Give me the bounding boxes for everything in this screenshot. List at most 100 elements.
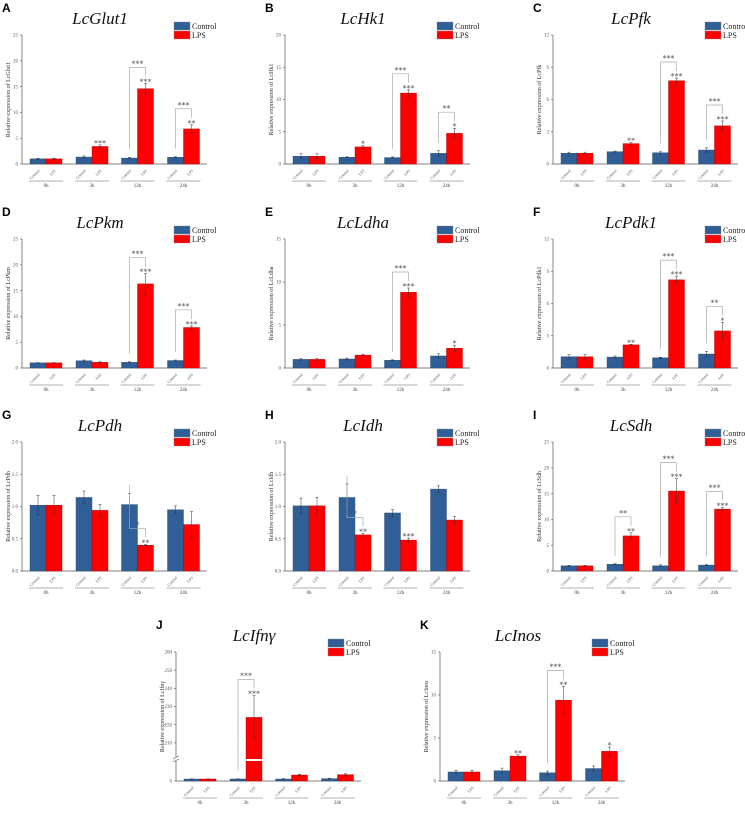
y-tick-label: 20 xyxy=(544,467,550,472)
legend-swatch-control xyxy=(704,428,722,438)
sublabel-control: Control xyxy=(75,372,88,385)
y-tick-label: 5 xyxy=(279,324,282,329)
y-tick-label: 15 xyxy=(544,492,550,497)
sublabel-lps: LPS xyxy=(403,575,411,583)
legend-label-lps: LPS xyxy=(610,648,624,657)
panel-c: CLcPfkControlLPS036912Relative expressio… xyxy=(533,1,745,189)
panel-letter: J xyxy=(156,618,163,632)
chart-title: LcGlut1 xyxy=(71,9,128,28)
sublabel-lps: LPS xyxy=(671,372,679,380)
bracket-label: *** xyxy=(709,97,721,106)
sublabel-lps: LPS xyxy=(604,785,612,793)
sublabel-lps: LPS xyxy=(202,785,210,793)
legend-swatch-control xyxy=(327,638,345,648)
bar-control xyxy=(560,153,578,165)
bar-control xyxy=(652,152,669,165)
significance-bracket xyxy=(392,73,409,149)
group-label: 12h xyxy=(397,388,405,393)
group-label: 12h xyxy=(665,591,673,596)
sublabel-control: Control xyxy=(120,372,133,385)
group-label: 0h xyxy=(575,591,581,596)
legend-swatch-lps xyxy=(436,437,454,447)
sublabel-control: Control xyxy=(29,168,42,181)
bar-lps xyxy=(137,544,154,572)
panel-letter: G xyxy=(2,408,11,422)
sublabel-control: Control xyxy=(697,168,710,181)
legend-swatch-control xyxy=(173,225,191,235)
group-label: 24h xyxy=(443,184,451,189)
legend-swatch-control xyxy=(173,428,191,438)
sublabel-control: Control xyxy=(447,785,460,798)
sublabel-control: Control xyxy=(560,575,573,588)
panel-letter: C xyxy=(533,1,542,15)
bracket-label: *** xyxy=(663,54,675,63)
bar-lps xyxy=(45,158,63,165)
sublabel-control: Control xyxy=(383,168,396,181)
legend-label-lps: LPS xyxy=(346,648,360,657)
legend-label-control: Control xyxy=(723,22,745,31)
bar-control xyxy=(698,564,715,572)
group-label: 24h xyxy=(443,591,451,596)
significance-label: ** xyxy=(142,539,150,548)
y-tick-label: 10 xyxy=(13,315,19,320)
bar-lps xyxy=(576,565,594,572)
y-tick-label: 1.5 xyxy=(12,473,19,478)
y-tick-label: 10 xyxy=(276,98,282,103)
legend-swatch-lps xyxy=(436,234,454,244)
y-tick-label: 0 xyxy=(547,570,550,575)
significance-bracket xyxy=(706,305,723,344)
y-tick-label: 12 xyxy=(544,238,550,243)
sublabel-lps: LPS xyxy=(449,575,457,583)
legend-swatch-lps xyxy=(704,437,722,447)
sublabel-control: Control xyxy=(651,575,664,588)
group-label: 12h xyxy=(397,184,405,189)
panel-letter: H xyxy=(265,408,274,422)
sublabel-lps: LPS xyxy=(340,785,348,793)
legend-label-lps: LPS xyxy=(192,438,206,447)
significance-bracket xyxy=(660,462,677,557)
y-tick-label: 0 xyxy=(170,780,173,785)
sublabel-control: Control xyxy=(320,785,333,798)
bar-control xyxy=(29,362,47,369)
sublabel-lps: LPS xyxy=(512,785,520,793)
significance-bracket xyxy=(129,257,146,354)
chart-title: LcPdh xyxy=(77,416,122,435)
bar-lps xyxy=(183,327,200,369)
y-tick-label: 0 xyxy=(547,163,550,168)
legend-swatch-lps xyxy=(436,30,454,40)
bar-control xyxy=(338,157,356,165)
group-label: 12h xyxy=(665,184,673,189)
sublabel-control: Control xyxy=(166,168,179,181)
y-tick-label: 0 xyxy=(279,163,282,168)
sublabel-lps: LPS xyxy=(311,372,319,380)
significance-bracket xyxy=(175,108,192,149)
sublabel-control: Control xyxy=(429,372,442,385)
y-tick-label: 20 xyxy=(13,60,19,65)
sublabel-lps: LPS xyxy=(579,372,587,380)
bar-control xyxy=(606,564,624,572)
significance-label: ** xyxy=(359,528,367,537)
y-tick-label: 3 xyxy=(547,334,550,339)
group-label: 0h xyxy=(307,388,313,393)
sublabel-control: Control xyxy=(538,785,551,798)
bar-lps xyxy=(622,143,640,165)
legend-swatch-control xyxy=(436,21,454,31)
sublabel-control: Control xyxy=(584,785,597,798)
bar-lps xyxy=(668,279,685,369)
y-tick-label: 10 xyxy=(431,694,437,699)
significance-bracket xyxy=(706,491,723,557)
panel-f: FLcPdk1ControlLPS036912Relative expressi… xyxy=(533,205,745,393)
significance-label: * xyxy=(453,122,457,131)
sublabel-lps: LPS xyxy=(311,575,319,583)
legend-label-control: Control xyxy=(192,22,217,31)
y-tick-label: 15 xyxy=(276,238,282,243)
bracket-label: *** xyxy=(178,101,190,110)
y-tick-label: 9 xyxy=(547,270,550,275)
chart-title: LcPdk1 xyxy=(604,213,657,232)
legend-swatch-lps xyxy=(173,437,191,447)
bar-control xyxy=(29,158,47,165)
bar-lps xyxy=(622,344,640,369)
group-label: 0h xyxy=(307,591,313,596)
